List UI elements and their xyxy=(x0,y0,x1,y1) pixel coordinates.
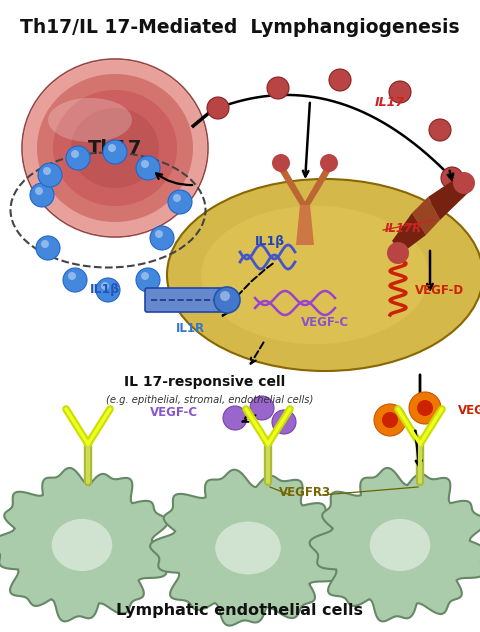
Ellipse shape xyxy=(71,150,79,158)
Ellipse shape xyxy=(272,410,296,434)
Ellipse shape xyxy=(215,521,281,574)
Ellipse shape xyxy=(141,272,149,280)
Text: VEGF-D: VEGF-D xyxy=(415,284,464,296)
Ellipse shape xyxy=(36,236,60,260)
Ellipse shape xyxy=(272,154,290,172)
Ellipse shape xyxy=(71,108,159,188)
Ellipse shape xyxy=(37,74,193,222)
Ellipse shape xyxy=(43,167,51,175)
Ellipse shape xyxy=(441,167,463,189)
Text: IL 17-responsive cell: IL 17-responsive cell xyxy=(124,375,286,389)
Ellipse shape xyxy=(155,230,163,238)
Ellipse shape xyxy=(250,396,274,420)
Ellipse shape xyxy=(68,272,76,280)
Ellipse shape xyxy=(267,77,289,99)
Ellipse shape xyxy=(389,81,411,103)
Ellipse shape xyxy=(150,226,174,250)
Polygon shape xyxy=(0,468,168,621)
FancyBboxPatch shape xyxy=(145,288,224,312)
Ellipse shape xyxy=(41,240,49,248)
Text: IL1β: IL1β xyxy=(90,284,120,296)
Ellipse shape xyxy=(214,287,240,313)
Text: Lymphatic endothelial cells: Lymphatic endothelial cells xyxy=(117,603,363,618)
Ellipse shape xyxy=(370,519,430,571)
Polygon shape xyxy=(296,205,314,245)
Ellipse shape xyxy=(136,156,160,180)
Ellipse shape xyxy=(220,291,230,301)
Ellipse shape xyxy=(429,119,451,141)
Ellipse shape xyxy=(453,172,475,194)
Text: IL1R: IL1R xyxy=(175,322,204,335)
Ellipse shape xyxy=(103,140,127,164)
Ellipse shape xyxy=(417,400,433,416)
Text: IL1β: IL1β xyxy=(255,236,285,248)
Ellipse shape xyxy=(101,282,109,290)
Polygon shape xyxy=(303,167,333,205)
Polygon shape xyxy=(150,470,341,626)
Text: VEGF-D: VEGF-D xyxy=(458,403,480,416)
Polygon shape xyxy=(392,213,426,253)
Ellipse shape xyxy=(168,190,192,214)
Ellipse shape xyxy=(52,519,112,571)
Ellipse shape xyxy=(30,183,54,207)
Ellipse shape xyxy=(108,144,116,152)
Ellipse shape xyxy=(223,406,247,430)
Ellipse shape xyxy=(23,60,207,236)
Ellipse shape xyxy=(38,163,62,187)
Ellipse shape xyxy=(320,154,338,172)
Polygon shape xyxy=(310,468,480,621)
Text: VEGF-C: VEGF-C xyxy=(150,406,198,418)
Ellipse shape xyxy=(329,69,351,91)
Ellipse shape xyxy=(96,278,120,302)
Ellipse shape xyxy=(201,206,429,344)
Ellipse shape xyxy=(382,412,398,428)
Text: IL17: IL17 xyxy=(375,95,405,109)
Text: IL17R: IL17R xyxy=(385,221,422,234)
Ellipse shape xyxy=(374,404,406,436)
Text: Th17: Th17 xyxy=(88,138,142,157)
Ellipse shape xyxy=(48,98,132,142)
Ellipse shape xyxy=(66,146,90,170)
Ellipse shape xyxy=(409,392,441,424)
Text: VEGF-C: VEGF-C xyxy=(301,315,349,329)
Ellipse shape xyxy=(136,268,160,292)
Ellipse shape xyxy=(173,194,181,202)
Polygon shape xyxy=(277,167,307,205)
Ellipse shape xyxy=(63,268,87,292)
Ellipse shape xyxy=(387,242,409,264)
Ellipse shape xyxy=(141,160,149,168)
Polygon shape xyxy=(428,177,468,220)
Ellipse shape xyxy=(53,90,177,206)
Text: Th17/IL 17-Mediated  Lymphangiogenesis: Th17/IL 17-Mediated Lymphangiogenesis xyxy=(20,18,460,37)
Text: (e.g. epithelial, stromal, endothelial cells): (e.g. epithelial, stromal, endothelial c… xyxy=(106,395,314,405)
Ellipse shape xyxy=(167,179,480,371)
Ellipse shape xyxy=(35,187,43,195)
Text: VEGFR3: VEGFR3 xyxy=(279,485,331,499)
Ellipse shape xyxy=(207,97,229,119)
Polygon shape xyxy=(412,197,440,235)
